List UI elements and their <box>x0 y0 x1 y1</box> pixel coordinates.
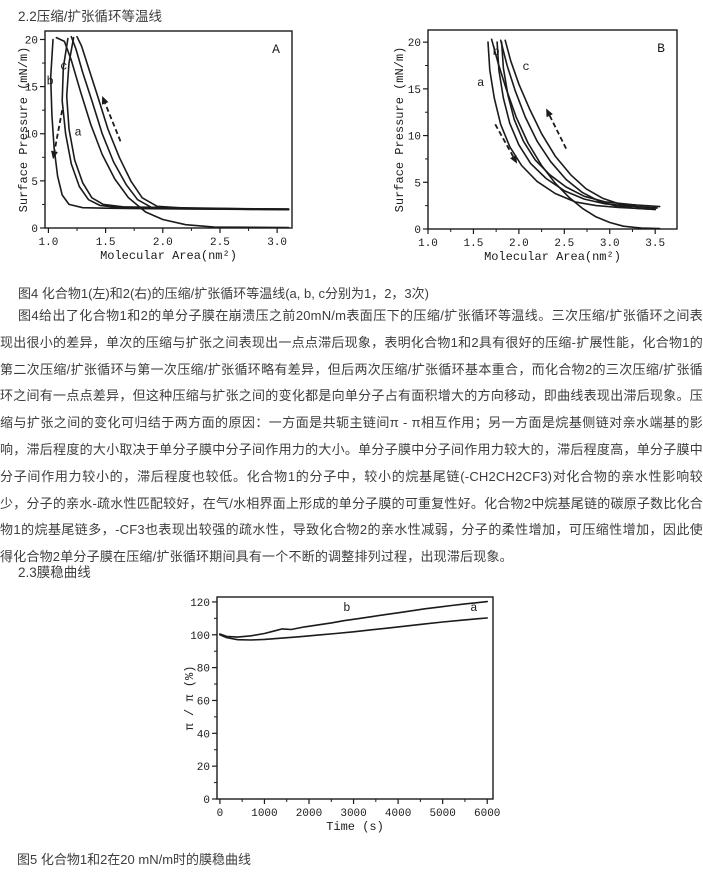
svg-text:Molecular Area(nm²): Molecular Area(nm²) <box>100 249 237 263</box>
svg-text:60: 60 <box>197 696 210 708</box>
svg-text:3000: 3000 <box>340 808 366 820</box>
body-paragraph: 图4给出了化合物1和2的单分子膜在崩溃压之前20mN/m表面压下的压缩/扩张循环… <box>0 308 703 565</box>
svg-text:10: 10 <box>408 132 421 144</box>
svg-text:π / π (%): π / π (%) <box>183 666 197 731</box>
svg-text:2.5: 2.5 <box>554 238 574 250</box>
svg-text:0: 0 <box>203 795 210 807</box>
svg-text:2.5: 2.5 <box>210 237 230 249</box>
section-heading-2-3: 2.3膜稳曲线 <box>18 565 91 580</box>
svg-text:1000: 1000 <box>251 808 277 820</box>
figure4-chart-b: 1.0 1.5 2.0 2.5 3.0 3.5 0 5 10 15 20 Molecular Area… <box>393 29 678 264</box>
svg-text:20: 20 <box>408 38 421 50</box>
svg-text:4000: 4000 <box>385 808 411 820</box>
svg-text:a: a <box>477 76 484 90</box>
svg-text:A: A <box>272 42 280 57</box>
svg-text:3.0: 3.0 <box>600 238 620 250</box>
svg-text:5000: 5000 <box>429 808 455 820</box>
section-heading-2-2: 2.2压缩/扩张循环等温线 <box>18 9 163 24</box>
svg-text:5: 5 <box>414 178 421 190</box>
svg-text:b: b <box>493 45 500 59</box>
svg-text:100: 100 <box>190 631 210 643</box>
svg-text:Time (s): Time (s) <box>326 820 384 834</box>
svg-text:2000: 2000 <box>296 808 322 820</box>
svg-text:a: a <box>75 126 82 140</box>
svg-text:5: 5 <box>31 177 38 189</box>
svg-text:15: 15 <box>408 85 421 97</box>
svg-text:0: 0 <box>31 224 38 236</box>
svg-text:10: 10 <box>25 130 38 142</box>
svg-text:6000: 6000 <box>474 808 500 820</box>
svg-text:Molecular Area(nm²): Molecular Area(nm²) <box>484 250 621 264</box>
svg-text:Surface Pressure (mN/m): Surface Pressure (mN/m) <box>393 47 407 213</box>
svg-text:40: 40 <box>197 729 210 741</box>
svg-text:0: 0 <box>414 225 421 237</box>
svg-text:Surface Pressure (mN/m): Surface Pressure (mN/m) <box>17 47 31 213</box>
svg-text:15: 15 <box>25 83 38 95</box>
svg-text:a: a <box>470 601 477 615</box>
svg-text:1.5: 1.5 <box>96 237 116 249</box>
svg-text:3.5: 3.5 <box>645 238 665 250</box>
svg-text:B: B <box>657 41 665 56</box>
svg-text:2.0: 2.0 <box>153 237 173 249</box>
svg-text:20: 20 <box>197 762 210 774</box>
svg-text:20: 20 <box>25 35 38 47</box>
svg-text:120: 120 <box>190 598 210 610</box>
svg-text:80: 80 <box>197 664 210 676</box>
svg-text:0: 0 <box>217 808 224 820</box>
svg-text:1.5: 1.5 <box>464 238 484 250</box>
svg-text:1.0: 1.0 <box>418 238 438 250</box>
svg-text:b: b <box>343 601 350 615</box>
figure4-caption: 图4 化合物1(左)和2(右)的压缩/扩张循环等温线(a, b, c分别为1，2… <box>18 286 429 301</box>
figure5-chart: 0 1000 2000 3000 4000 5000 6000 0 20 40 60 80 100 120… <box>183 596 500 834</box>
svg-text:3.0: 3.0 <box>267 237 287 249</box>
svg-text:c: c <box>523 60 530 74</box>
figure4-chart-a: 1.0 1.5 2.0 2.5 3.0 0 5 10 15 20 Molecular Area(nm… <box>17 30 293 263</box>
svg-text:1.0: 1.0 <box>39 237 59 249</box>
svg-text:2.0: 2.0 <box>509 238 529 250</box>
figure5-caption: 图5 化合物1和2在20 mN/m时的膜稳曲线 <box>17 852 252 867</box>
